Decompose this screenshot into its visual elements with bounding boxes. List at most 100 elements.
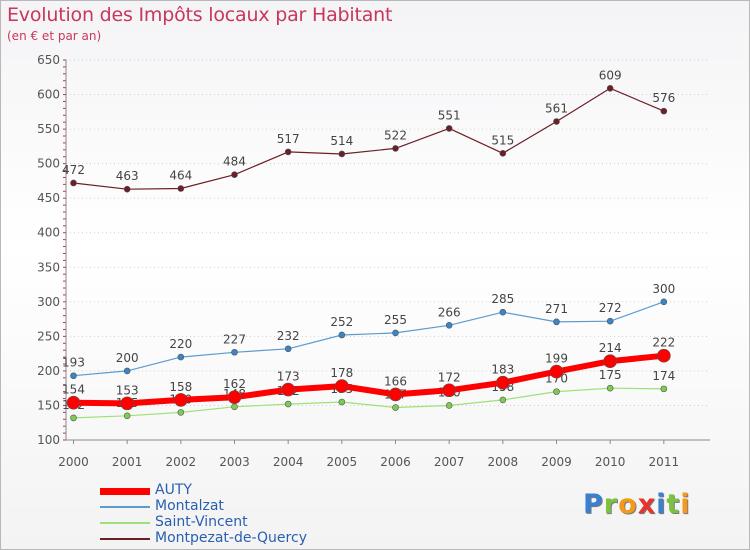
y-tick-label: 200: [37, 364, 60, 378]
data-point-saint-vincent: [553, 388, 560, 395]
data-point-auty: [174, 393, 188, 407]
data-label-saint-vincent: 174: [652, 369, 675, 383]
x-tick-label: 2005: [327, 455, 358, 469]
logo-letter: x: [637, 489, 657, 520]
data-point-montalzat: [177, 353, 185, 361]
data-point-montalzat: [231, 348, 238, 356]
data-point-montpezat-de-quercy: [177, 185, 185, 192]
data-label-auty: 222: [652, 336, 675, 350]
data-point-montpezat-de-quercy: [231, 171, 238, 178]
y-tick-label: 350: [37, 260, 60, 274]
data-label-montalzat: 255: [384, 313, 407, 327]
series-line-auty: [73, 352, 665, 407]
data-point-montpezat-de-quercy: [338, 150, 346, 158]
data-point-auty: [227, 390, 242, 404]
legend-label-saint-vincent: Saint-Vincent: [155, 514, 248, 530]
x-tick-label: 2004: [273, 455, 304, 469]
data-point-montalzat: [284, 345, 292, 353]
data-label-auty: 214: [599, 341, 622, 355]
data-label-auty: 153: [116, 383, 139, 397]
data-point-montalzat: [70, 372, 77, 380]
data-label-montalzat: 272: [599, 301, 622, 315]
legend-label-montalzat: Montalzat: [155, 498, 224, 514]
data-point-montalzat: [499, 308, 507, 316]
data-label-montalzat: 266: [438, 305, 461, 319]
data-label-montalzat: 193: [62, 356, 85, 370]
y-tick-label: 600: [37, 88, 60, 102]
data-label-auty: 166: [384, 374, 407, 388]
chart-subtitle: (en € et par an): [7, 29, 102, 43]
y-tick-label: 150: [37, 398, 60, 412]
data-point-montpezat-de-quercy: [660, 107, 668, 115]
chart-title: Evolution des Impôts locaux par Habitant: [7, 4, 393, 26]
x-tick-label: 2006: [380, 455, 411, 469]
data-point-montpezat-de-quercy: [553, 118, 560, 125]
data-label-montpezat-de-quercy: 472: [62, 163, 85, 177]
data-label-auty: 183: [491, 363, 514, 377]
data-label-montpezat-de-quercy: 517: [277, 132, 300, 146]
y-tick-label: 400: [37, 226, 60, 240]
y-tick-label: 100: [37, 433, 60, 447]
data-label-montpezat-de-quercy: 463: [116, 169, 139, 183]
series-line-montalzat: [73, 301, 665, 377]
series-line-saint-vincent: [73, 387, 664, 419]
data-point-saint-vincent: [338, 398, 346, 406]
logo-letter: i: [656, 489, 667, 520]
data-label-montpezat-de-quercy: 514: [330, 134, 353, 148]
y-tick-label: 550: [37, 122, 60, 136]
data-point-montalzat: [123, 367, 131, 375]
data-label-montpezat-de-quercy: 561: [545, 101, 568, 115]
data-label-montalzat: 232: [277, 329, 300, 343]
data-label-montalzat: 220: [169, 337, 192, 351]
data-point-montalzat: [445, 322, 453, 329]
data-point-saint-vincent: [499, 396, 507, 404]
data-point-montpezat-de-quercy: [284, 148, 292, 156]
data-point-montalzat: [338, 331, 346, 339]
data-point-montalzat: [553, 318, 560, 326]
data-point-saint-vincent: [445, 402, 453, 409]
data-point-montpezat-de-quercy: [445, 125, 453, 132]
data-label-montpezat-de-quercy: 515: [491, 133, 514, 147]
data-label-montpezat-de-quercy: 551: [438, 108, 461, 122]
data-point-saint-vincent: [660, 385, 668, 393]
x-tick-label: 2001: [112, 455, 143, 469]
legend-swatch-auty: [100, 488, 150, 495]
data-point-auty: [442, 383, 456, 398]
data-label-montalzat: 271: [545, 302, 568, 316]
data-point-saint-vincent: [284, 400, 292, 408]
data-label-montpezat-de-quercy: 576: [652, 91, 675, 105]
logo-letter: o: [618, 489, 638, 520]
data-point-saint-vincent: [177, 409, 185, 416]
data-point-auty: [496, 375, 510, 390]
data-label-montpezat-de-quercy: 522: [384, 128, 407, 142]
data-label-saint-vincent: 175: [599, 368, 622, 382]
data-label-montalzat: 200: [116, 351, 139, 365]
data-label-montpezat-de-quercy: 464: [169, 169, 192, 183]
series-line-montpezat-de-quercy: [73, 87, 665, 190]
data-point-montpezat-de-quercy: [392, 145, 399, 152]
x-tick-label: 2007: [434, 455, 465, 469]
data-label-auty: 199: [545, 352, 568, 366]
data-point-montpezat-de-quercy: [123, 185, 131, 193]
legend-swatch-saint-vincent: [100, 522, 150, 524]
data-label-montpezat-de-quercy: 609: [599, 68, 622, 82]
data-point-auty: [335, 379, 349, 393]
y-tick-label: 300: [37, 295, 60, 309]
x-tick-label: 2010: [595, 455, 626, 469]
data-point-auty: [657, 348, 671, 363]
data-label-montalzat: 252: [330, 315, 353, 329]
data-point-montalzat: [392, 329, 399, 337]
data-point-montpezat-de-quercy: [70, 179, 77, 187]
data-label-auty: 154: [62, 383, 85, 397]
data-point-saint-vincent: [123, 412, 131, 420]
data-point-saint-vincent: [392, 404, 399, 411]
y-tick-label: 250: [37, 329, 60, 343]
x-tick-label: 2002: [166, 455, 197, 469]
x-tick-label: 2011: [649, 455, 680, 469]
logo-letter: t: [666, 489, 681, 520]
data-point-montpezat-de-quercy: [606, 85, 614, 92]
data-point-auty: [549, 364, 564, 379]
logo-letter: P: [583, 489, 604, 520]
